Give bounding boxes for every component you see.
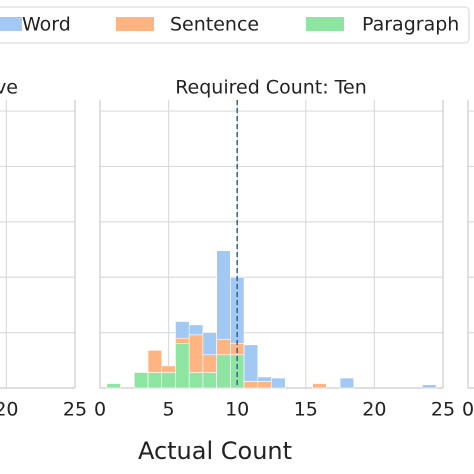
bar — [147, 350, 163, 373]
x-tick-label: 20 — [362, 399, 386, 421]
bar — [202, 354, 217, 373]
x-tick-label: 5 — [163, 399, 175, 421]
bar — [339, 377, 355, 389]
bar — [257, 381, 272, 389]
bar — [243, 344, 259, 382]
bar — [134, 372, 149, 389]
bar — [188, 334, 204, 373]
bar — [216, 354, 231, 389]
bar — [216, 338, 231, 356]
bar — [188, 324, 204, 336]
bar — [312, 383, 327, 389]
bar — [175, 337, 190, 344]
x-tick-label: 0 — [462, 399, 474, 421]
legend-swatch — [306, 17, 344, 31]
x-tick-label: 0 — [94, 399, 106, 421]
legend-swatch — [0, 17, 22, 31]
bar — [175, 343, 190, 389]
bar — [147, 372, 163, 389]
bar — [106, 383, 121, 389]
bar — [257, 376, 272, 382]
bar — [202, 332, 217, 356]
bar — [161, 365, 176, 373]
panel-title: ve — [0, 77, 18, 99]
x-tick-label: 25 — [431, 399, 455, 421]
legend-label: Paragraph — [362, 14, 459, 36]
legend-label: Sentence — [170, 14, 259, 36]
legend-box — [0, 6, 470, 44]
bar — [422, 384, 437, 389]
x-tick-label: 20 — [0, 399, 18, 421]
bar — [188, 372, 204, 389]
bar — [216, 250, 231, 340]
bar — [271, 377, 286, 389]
x-tick-label: 15 — [294, 399, 318, 421]
x-tick-label: 10 — [225, 399, 249, 421]
legend-label: Word — [22, 14, 71, 36]
bar — [175, 321, 190, 339]
x-axis-label: Actual Count — [138, 437, 292, 465]
panel-title: Required Count: Ten — [175, 77, 367, 99]
x-tick-label: 25 — [63, 399, 87, 421]
bar — [202, 372, 217, 389]
bar — [161, 372, 176, 389]
bar — [243, 381, 259, 389]
legend-swatch — [116, 17, 154, 31]
